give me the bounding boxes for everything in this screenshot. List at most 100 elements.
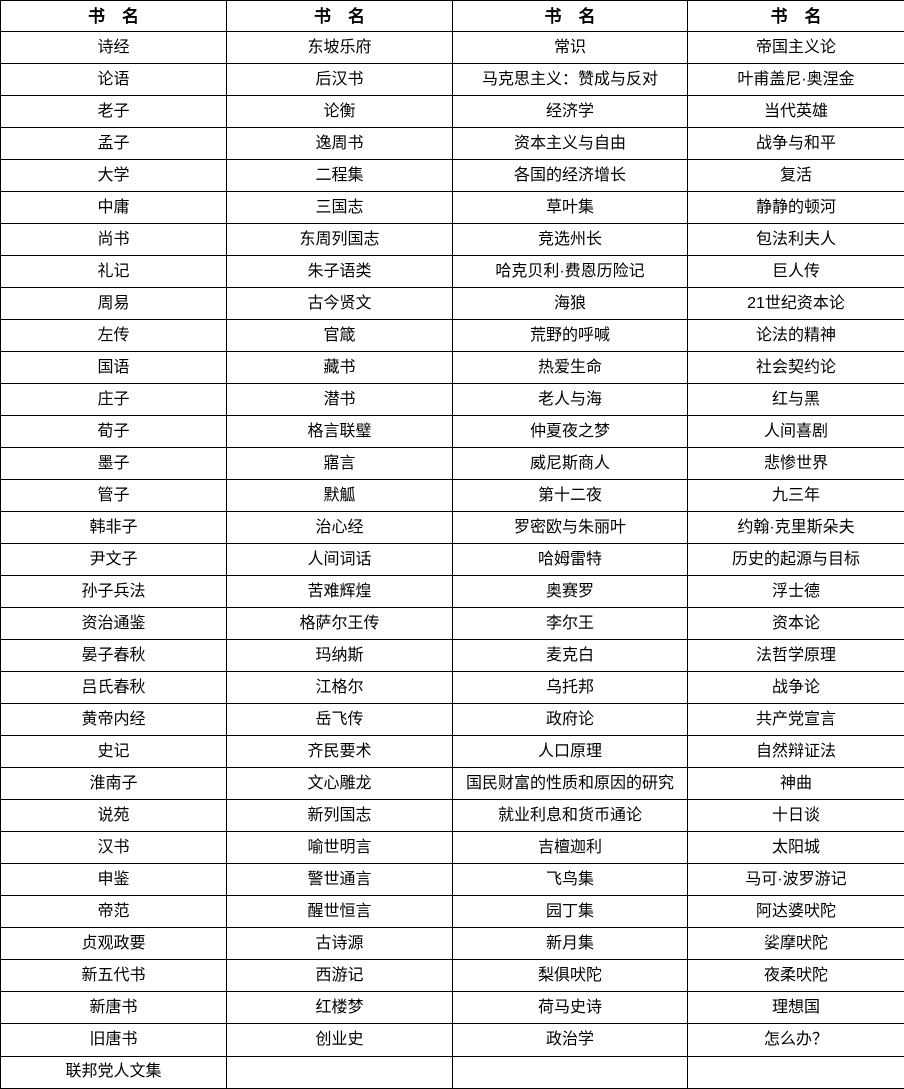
book-title-cell: 李尔王 (452, 607, 688, 641)
book-title-cell: 古诗源 (226, 927, 453, 961)
book-title-cell: 吕氏春秋 (0, 671, 227, 705)
book-title-cell: 贞观政要 (0, 927, 227, 961)
book-title-cell: 红楼梦 (226, 991, 453, 1025)
book-title-cell: 乌托邦 (452, 671, 688, 705)
book-title-cell: 理想国 (687, 991, 904, 1025)
book-title-cell: 江格尔 (226, 671, 453, 705)
book-title-cell: 就业利息和货币通论 (452, 799, 688, 833)
book-title-cell: 夜柔吠陀 (687, 959, 904, 993)
book-title-cell: 竞选州长 (452, 223, 688, 257)
book-title-cell: 寤言 (226, 447, 453, 481)
book-title-cell: 大学 (0, 159, 227, 193)
table-row: 晏子春秋 玛纳斯 麦克白 法哲学原理 (0, 639, 904, 673)
table-row: 中庸 三国志 草叶集 静静的顿河 (0, 191, 904, 225)
book-title-cell: 晏子春秋 (0, 639, 227, 673)
book-title-cell: 老子 (0, 95, 227, 129)
column-header-book-name: 书 名 (687, 0, 904, 32)
table-row: 大学 二程集 各国的经济增长 复活 (0, 159, 904, 193)
book-title-cell: 西游记 (226, 959, 453, 993)
book-title-cell: 后汉书 (226, 63, 453, 97)
book-title-cell: 荒野的呼喊 (452, 319, 688, 353)
book-title-cell: 创业史 (226, 1023, 453, 1057)
table-row: 贞观政要 古诗源 新月集 娑摩吠陀 (0, 927, 904, 961)
book-title-cell: 黄帝内经 (0, 703, 227, 737)
book-title-cell: 经济学 (452, 95, 688, 129)
book-title-cell (452, 1055, 688, 1089)
book-title-cell: 社会契约论 (687, 351, 904, 385)
book-title-cell: 海狼 (452, 287, 688, 321)
book-title-cell: 九三年 (687, 479, 904, 513)
table-row: 新唐书 红楼梦 荷马史诗 理想国 (0, 991, 904, 1025)
table-row: 诗经 东坡乐府 常识 帝国主义论 (0, 30, 904, 65)
book-title-cell: 三国志 (226, 191, 453, 225)
table-row: 墨子 寤言 威尼斯商人 悲惨世界 (0, 447, 904, 481)
book-title-cell: 格言联璧 (226, 415, 453, 449)
book-title-cell: 帝范 (0, 895, 227, 929)
header-row: 书 名 书 名 书 名 书 名 (0, 0, 904, 32)
book-title-cell: 飞鸟集 (452, 863, 688, 897)
book-title-cell: 孟子 (0, 127, 227, 161)
book-title-cell: 诗经 (0, 30, 227, 65)
book-title-cell: 马克思主义：赞成与反对 (452, 63, 688, 97)
book-title-cell: 人口原理 (452, 735, 688, 769)
book-title-cell: 东坡乐府 (226, 30, 453, 65)
table-row: 吕氏春秋 江格尔 乌托邦 战争论 (0, 671, 904, 705)
book-title-cell (687, 1055, 904, 1089)
book-title-cell: 太阳城 (687, 831, 904, 865)
book-title-cell (226, 1055, 453, 1089)
book-title-cell: 各国的经济增长 (452, 159, 688, 193)
book-title-cell: 约翰·克里斯朵夫 (687, 511, 904, 545)
table-row: 老子 论衡 经济学 当代英雄 (0, 95, 904, 129)
book-title-cell: 礼记 (0, 255, 227, 289)
book-title-cell: 哈姆雷特 (452, 543, 688, 577)
book-title-cell: 仲夏夜之梦 (452, 415, 688, 449)
table-row: 周易 古今贤文 海狼 21世纪资本论 (0, 287, 904, 321)
book-title-cell: 国语 (0, 351, 227, 385)
book-title-cell: 喻世明言 (226, 831, 453, 865)
book-title-cell: 新月集 (452, 927, 688, 961)
book-title-cell: 阿达婆吠陀 (687, 895, 904, 929)
book-title-cell: 新五代书 (0, 959, 227, 993)
book-title-cell: 朱子语类 (226, 255, 453, 289)
book-title-cell: 战争与和平 (687, 127, 904, 161)
table-row: 黄帝内经 岳飞传 政府论 共产党宣言 (0, 703, 904, 737)
book-title-cell: 红与黑 (687, 383, 904, 417)
book-title-cell: 叶甫盖尼·奥涅金 (687, 63, 904, 97)
book-title-cell: 园丁集 (452, 895, 688, 929)
book-title-cell: 神曲 (687, 767, 904, 801)
book-title-cell: 周易 (0, 287, 227, 321)
book-title-cell: 格萨尔王传 (226, 607, 453, 641)
book-title-cell: 老人与海 (452, 383, 688, 417)
book-title-cell: 21世纪资本论 (687, 287, 904, 321)
book-title-cell: 左传 (0, 319, 227, 353)
table-row: 礼记 朱子语类 哈克贝利·费恩历险记 巨人传 (0, 255, 904, 289)
book-title-cell: 论语 (0, 63, 227, 97)
table-row: 说苑 新列国志 就业利息和货币通论 十日谈 (0, 799, 904, 833)
table-row: 帝范 醒世恒言 园丁集 阿达婆吠陀 (0, 895, 904, 929)
book-title-cell: 申鉴 (0, 863, 227, 897)
table-row: 左传 官箴 荒野的呼喊 论法的精神 (0, 319, 904, 353)
book-title-cell: 奥赛罗 (452, 575, 688, 609)
book-title-cell: 潜书 (226, 383, 453, 417)
book-title-cell: 庄子 (0, 383, 227, 417)
book-title-cell: 文心雕龙 (226, 767, 453, 801)
book-title-cell: 论衡 (226, 95, 453, 129)
book-title-cell: 第十二夜 (452, 479, 688, 513)
book-title-cell: 藏书 (226, 351, 453, 385)
book-title-cell: 吉檀迦利 (452, 831, 688, 865)
book-title-cell: 荷马史诗 (452, 991, 688, 1025)
book-title-cell: 麦克白 (452, 639, 688, 673)
book-title-cell: 治心经 (226, 511, 453, 545)
table-row: 管子 默觚 第十二夜 九三年 (0, 479, 904, 513)
book-title-cell: 怎么办？ (687, 1023, 904, 1057)
table-row: 史记 齐民要术 人口原理 自然辩证法 (0, 735, 904, 769)
book-title-cell: 古今贤文 (226, 287, 453, 321)
book-title-cell: 旧唐书 (0, 1023, 227, 1057)
table-row: 庄子 潜书 老人与海 红与黑 (0, 383, 904, 417)
table-row: 尹文子 人间词话 哈姆雷特 历史的起源与目标 (0, 543, 904, 577)
book-title-cell: 马可·波罗游记 (687, 863, 904, 897)
book-title-cell: 法哲学原理 (687, 639, 904, 673)
book-title-cell: 二程集 (226, 159, 453, 193)
book-title-cell: 政治学 (452, 1023, 688, 1057)
